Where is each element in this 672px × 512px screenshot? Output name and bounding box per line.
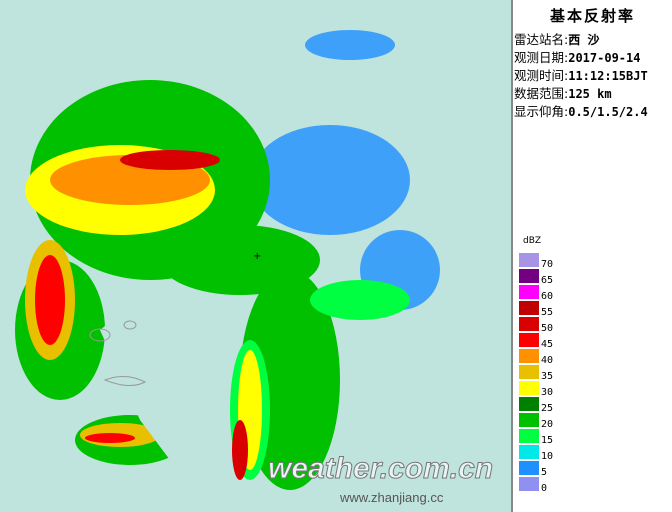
row-label: 观测日期: [514,50,569,65]
legend-swatch: 50 [519,317,553,334]
watermark-url: www.zhanjiang.cc [340,490,444,505]
legend-label: 55 [541,307,554,318]
legend-swatch: 55 [519,301,553,318]
legend-swatch: 10 [519,445,553,462]
legend-label: 10 [541,451,554,462]
legend-label: 50 [541,323,554,334]
legend-swatch: 65 [519,269,553,286]
panel-title: 基本反射率 [549,7,635,25]
legend-swatch: 40 [519,349,553,366]
watermark-logo: weather.com.cn [267,452,494,486]
echo-orange-red-areas [35,150,248,480]
legend-swatch: 60 [519,285,553,302]
row-value: 2017-09-14 [568,51,641,65]
echo-blue-band [250,30,440,310]
elevation-row: 显示仰角:0.5/1.5/2.4 [513,103,672,121]
info-panel: 基本反射率 雷达站名:西 沙 观测日期:2017-09-14 观测时间:11:1… [511,0,672,512]
legend-label: 20 [541,419,554,430]
legend-swatch: 45 [519,333,553,350]
legend-swatch: 20 [519,413,553,430]
row-label: 显示仰角: [514,104,569,119]
radar-site-marker: + [253,251,261,262]
legend-unit: dBZ [523,236,542,246]
station-row: 雷达站名:西 沙 [513,31,672,49]
row-label: 数据范围: [514,86,569,101]
legend-label: 70 [541,259,554,270]
legend-label: 60 [541,291,554,302]
row-value: 0.5/1.5/2.4 [568,105,648,119]
date-row: 观测日期:2017-09-14 [513,49,672,67]
legend-label: 65 [541,275,554,286]
clear-sector [100,290,230,480]
legend-swatch: 25 [519,397,553,414]
legend-label: 0 [541,483,548,494]
legend-label: 45 [541,339,554,350]
row-value: 西 沙 [568,33,600,47]
row-label: 雷达站名: [514,32,569,47]
legend-label: 25 [541,403,554,414]
legend-swatch: 15 [519,429,553,446]
legend-label: 35 [541,371,554,382]
time-row: 观测时间:11:12:15BJT [513,67,672,85]
legend-swatch: 70 [519,253,553,270]
row-value: 11:12:15BJT [568,69,648,83]
legend-swatch: 0 [519,477,547,494]
legend-swatch: 35 [519,365,553,382]
coastline [89,320,147,386]
color-legend: 70 65 60 55 50 45 40 35 30 25 20 15 10 5 0 [519,253,553,494]
legend-label: 5 [541,467,548,478]
legend-label: 30 [541,387,554,398]
row-value: 125 km [568,87,612,101]
legend-swatch: 5 [519,461,547,478]
legend-swatch: 30 [519,381,553,398]
info-rows: 雷达站名:西 沙 观测日期:2017-09-14 观测时间:11:12:15BJ… [513,31,672,121]
radar-reflectivity-map: + [15,30,440,490]
legend-label: 15 [541,435,554,446]
legend-label: 40 [541,355,554,366]
row-label: 观测时间: [514,68,569,83]
range-row: 数据范围:125 km [513,85,672,103]
